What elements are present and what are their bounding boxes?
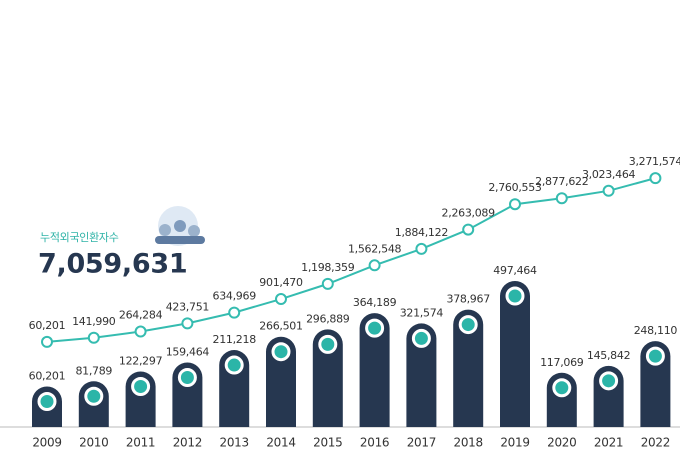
bar <box>453 309 484 427</box>
bar-dot <box>318 334 338 354</box>
x-tick-label: 2009 <box>32 436 61 450</box>
total: 7,059,631 <box>38 249 187 280</box>
x-tick-label: 2010 <box>79 436 108 450</box>
line-value-label: 901,470 <box>259 276 303 289</box>
bar <box>406 323 437 427</box>
line-value-label: 141,990 <box>72 315 116 328</box>
line-point <box>509 198 521 211</box>
x-tick-label: 2022 <box>641 436 670 450</box>
bar-dot <box>131 376 151 396</box>
bar-dot <box>84 386 104 406</box>
line-point <box>321 277 334 290</box>
bar <box>500 281 530 427</box>
line-value-label: 2,263,089 <box>442 207 496 220</box>
bar <box>312 329 343 427</box>
bar-dot <box>365 318 385 338</box>
x-tick-label: 2016 <box>360 436 389 450</box>
bar-dot <box>599 371 619 391</box>
bar-dot <box>271 342 291 362</box>
x-tick-label: 2018 <box>454 436 483 450</box>
bar-dot <box>177 368 197 388</box>
x-tick-label: 2011 <box>126 436 155 450</box>
x-tick-label: 2021 <box>594 436 623 450</box>
bar-dot <box>505 286 525 306</box>
line-point <box>134 325 147 338</box>
line-point <box>275 293 287 306</box>
line-point <box>228 306 241 319</box>
bar-dot <box>37 391 57 411</box>
line-value-label: 1,198,359 <box>301 261 355 274</box>
bar-value-label: 81,789 <box>75 364 112 377</box>
bar-value-label: 378,967 <box>447 293 491 306</box>
bar-value-label: 145,842 <box>587 349 630 362</box>
line-value-label: 2,760,553 <box>488 181 542 194</box>
line-value-label: 3,023,464 <box>582 168 636 181</box>
line-point <box>181 317 194 330</box>
x-tick-label: 2017 <box>407 436 436 450</box>
line-value-label: 1,884,122 <box>395 226 448 239</box>
bar-value-label: 266,501 <box>259 320 302 333</box>
bar-value-label: 296,889 <box>306 312 350 325</box>
line-point <box>555 192 568 205</box>
bar-dot <box>411 328 431 348</box>
x-tick-label: 2015 <box>313 436 342 450</box>
bar-value-label: 60,201 <box>29 369 66 382</box>
line-point <box>462 223 475 236</box>
line-value-label: 2,877,622 <box>535 175 588 188</box>
line-point <box>415 242 428 255</box>
bar-value-label: 321,574 <box>400 306 444 319</box>
line-value-label: 423,751 <box>166 300 209 313</box>
x-tick-label: 2013 <box>220 436 249 450</box>
x-tick-label: 2014 <box>266 436 295 450</box>
bar <box>266 336 296 427</box>
x-tick-label: 2012 <box>173 436 202 450</box>
line-value-label: 60,201 <box>29 319 66 332</box>
line-point <box>368 259 381 272</box>
line-point <box>41 335 53 348</box>
bar-dot <box>458 315 478 335</box>
bar-dot <box>645 346 665 366</box>
line-value-label: 264,284 <box>119 309 163 322</box>
x-tick-label: 2019 <box>500 436 529 450</box>
bar-value-label: 364,189 <box>353 296 397 309</box>
bar <box>640 341 671 427</box>
line-value-label: 1,562,548 <box>348 242 402 255</box>
line <box>46 177 656 343</box>
bar-value-label: 159,464 <box>166 346 210 359</box>
bar-dot <box>552 378 572 398</box>
icon <box>155 206 205 246</box>
bar-value-label: 122,297 <box>119 354 163 367</box>
bar-value-label: 248,110 <box>634 324 678 337</box>
line-point <box>602 184 615 197</box>
bar <box>359 313 390 427</box>
line-point <box>87 331 100 344</box>
bar-value-label: 211,218 <box>213 333 257 346</box>
bar-dot <box>224 355 244 375</box>
bar-value-label: 497,464 <box>493 264 537 277</box>
bar-value-label: 117,069 <box>540 356 584 369</box>
line-point <box>649 172 662 185</box>
line-value-label: 3,271,574 <box>629 155 680 168</box>
x-tick-label: 2020 <box>547 436 576 450</box>
line-value-label: 634,969 <box>213 290 257 303</box>
legend-label: 누적외국인환자수 <box>40 231 119 244</box>
